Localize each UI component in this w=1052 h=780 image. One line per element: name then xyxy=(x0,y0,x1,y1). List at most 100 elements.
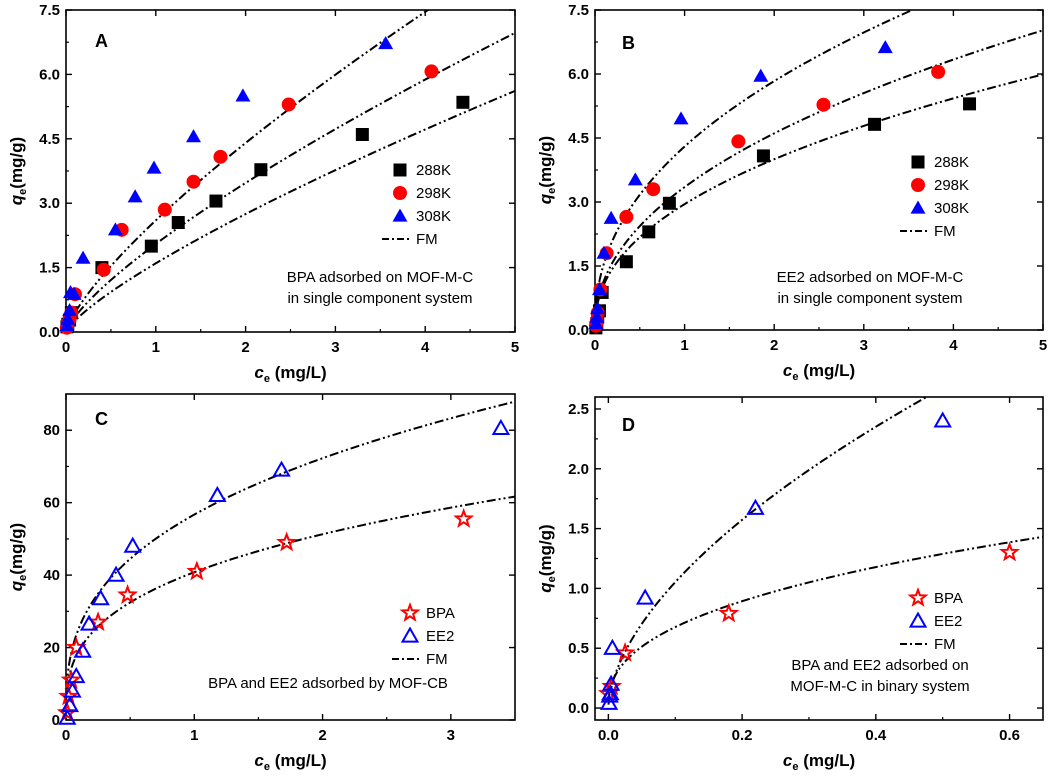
x-tick-label: 0.6 xyxy=(999,727,1020,744)
y-axis-label-unit: (mg/g) xyxy=(7,137,26,189)
panel-letter: A xyxy=(95,31,108,51)
data-point xyxy=(642,225,656,239)
y-tick-label: 0.5 xyxy=(568,640,589,657)
y-tick-label: 6.0 xyxy=(568,66,589,83)
data-point xyxy=(209,194,223,208)
x-axis-label-symbol: c xyxy=(783,361,793,380)
x-axis-label: ce (mg/L) xyxy=(254,363,326,385)
annotation-text: BPA and EE2 adsorbed by MOF-CB xyxy=(208,675,448,692)
legend-label: 308K xyxy=(934,200,969,217)
fit-curve xyxy=(607,397,929,705)
data-point xyxy=(58,708,77,725)
annotation-text: EE2 adsorbed on MOF-M-C xyxy=(777,269,964,286)
data-point xyxy=(491,418,511,436)
annotation-text: in single component system xyxy=(777,290,962,307)
legend: BPA EE2 FM xyxy=(900,586,963,653)
x-tick-label: 0 xyxy=(62,339,70,356)
data-point xyxy=(106,565,126,582)
data-point xyxy=(673,111,689,125)
series-ee2 xyxy=(599,411,952,710)
fit-curve xyxy=(595,10,915,326)
data-point xyxy=(276,531,298,552)
data-point xyxy=(117,584,139,604)
data-point xyxy=(235,88,251,102)
data-point xyxy=(63,681,82,698)
x-tick-label: 0 xyxy=(591,337,599,354)
x-tick-label: 1 xyxy=(152,339,160,356)
x-axis-label-subscript: e xyxy=(792,371,798,383)
y-axis-label: qe(mg/g) xyxy=(7,523,29,591)
data-point xyxy=(254,163,268,177)
data-point xyxy=(746,498,765,515)
legend-marker xyxy=(910,200,926,214)
legend-label: FM xyxy=(934,636,956,653)
data-point xyxy=(453,507,475,528)
series-ee2 xyxy=(58,418,511,725)
x-tick-label: 1 xyxy=(190,727,198,744)
data-point xyxy=(96,262,111,277)
series-308k xyxy=(59,36,394,332)
data-point xyxy=(378,36,394,50)
data-point xyxy=(635,588,655,605)
x-axis-label-symbol: c xyxy=(254,751,264,770)
x-tick-label: 2 xyxy=(318,727,326,744)
y-axis-label-symbol: q xyxy=(7,194,26,205)
data-point xyxy=(596,245,612,259)
legend-label: EE2 xyxy=(934,613,962,630)
y-tick-label: 4.5 xyxy=(568,130,589,147)
data-point xyxy=(123,536,142,553)
legend-marker xyxy=(399,601,421,622)
data-point xyxy=(753,68,769,82)
data-point xyxy=(186,129,201,143)
fit-curves xyxy=(607,397,1043,705)
x-axis-label-unit: (mg/L) xyxy=(270,751,327,770)
data-point xyxy=(75,250,91,264)
data-point xyxy=(718,602,740,623)
x-tick-label: 0.2 xyxy=(732,727,753,744)
legend-marker xyxy=(907,586,929,607)
series-308k xyxy=(588,40,893,330)
legend-label: BPA xyxy=(934,590,963,607)
x-axis-label-symbol: c xyxy=(254,363,264,382)
x-axis-label: ce (mg/L) xyxy=(783,751,855,773)
data-point xyxy=(627,172,643,186)
y-tick-label: 3.0 xyxy=(568,194,589,211)
x-tick-label: 2 xyxy=(770,337,778,354)
fit-curves xyxy=(595,10,1043,328)
data-point xyxy=(756,149,770,163)
y-tick-label: 2.0 xyxy=(568,461,589,478)
data-point xyxy=(208,485,227,503)
legend-label: 298K xyxy=(416,185,451,202)
x-tick-label: 3 xyxy=(331,339,339,356)
legend-label: 288K xyxy=(934,154,969,171)
y-tick-label: 1.5 xyxy=(568,521,589,538)
y-tick-label: 80 xyxy=(43,422,60,439)
data-point xyxy=(127,189,143,203)
legend: 288K 298K 308K FM xyxy=(900,154,969,240)
legend-marker xyxy=(908,611,928,628)
x-tick-label: 0.0 xyxy=(598,727,619,744)
panel-letter: C xyxy=(95,409,108,429)
fit-curves xyxy=(66,400,515,712)
data-point xyxy=(67,667,86,684)
fit-curve xyxy=(66,90,515,332)
series-bpa xyxy=(56,507,475,722)
fit-curve xyxy=(66,32,515,332)
data-point xyxy=(816,97,831,112)
x-tick-label: 1 xyxy=(680,337,688,354)
y-axis-label-symbol: q xyxy=(536,193,555,204)
data-point xyxy=(868,117,882,131)
data-point xyxy=(60,311,76,325)
legend-label: 298K xyxy=(934,177,969,194)
data-point xyxy=(603,210,619,224)
y-axis-label: qe(mg/g) xyxy=(536,524,558,592)
legend-marker xyxy=(393,186,407,200)
fit-curve xyxy=(595,29,1043,328)
y-tick-label: 6.0 xyxy=(39,66,60,83)
y-axis-label-unit: (mg/g) xyxy=(7,523,26,575)
y-tick-label: 0 xyxy=(52,712,60,729)
data-point xyxy=(933,411,952,428)
x-tick-label: 4 xyxy=(949,337,958,354)
